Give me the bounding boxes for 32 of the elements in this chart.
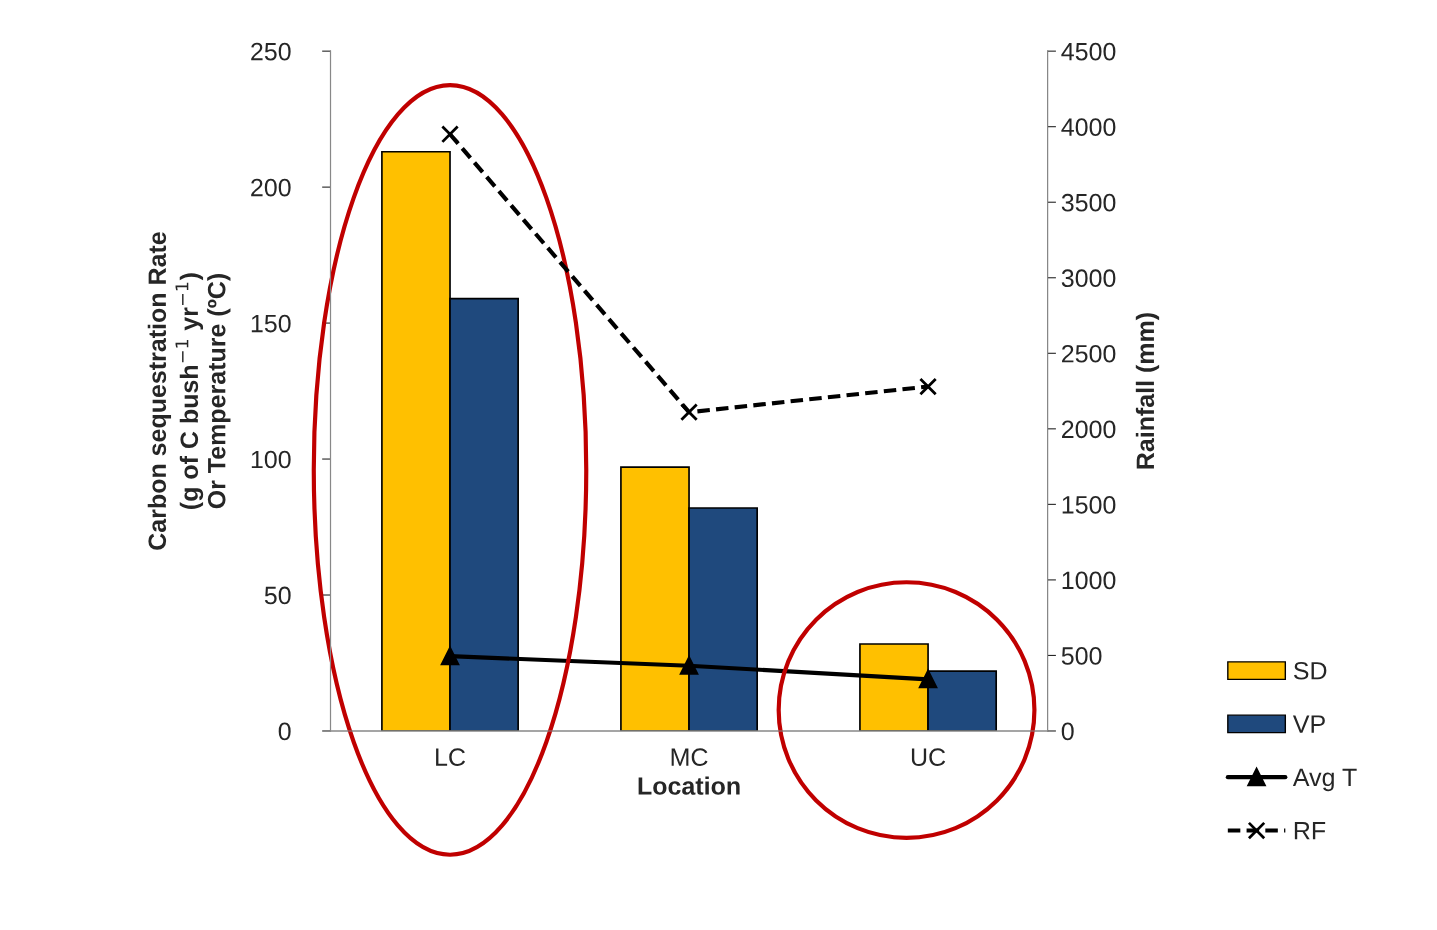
y2-axis-title: Rainfall (mm) — [1135, 313, 1160, 469]
x-tick-label: MC — [671, 748, 708, 767]
point — [680, 656, 699, 675]
y-tick-label: 50 — [264, 586, 291, 605]
point — [919, 377, 938, 396]
point — [440, 647, 460, 666]
y-axis-title: Carbon sequestration Rate (g of C bush$^{−1}$ yr$^{−1}$) Or Temperature (ºC) — [147, 232, 231, 550]
y-tick-label: 250 — [251, 42, 291, 61]
x-tick-label: LC — [436, 748, 466, 767]
point — [680, 403, 699, 422]
y2-tick-label: 2000 — [1062, 420, 1116, 439]
y2-tick-label: 1500 — [1062, 495, 1116, 514]
point — [919, 670, 938, 689]
point — [440, 125, 460, 144]
y2-tick-label: 1000 — [1062, 571, 1116, 590]
y2-tick-label: 3500 — [1061, 193, 1116, 212]
y2-tick-label: 4000 — [1061, 118, 1116, 136]
y-tick-label: 200 — [251, 178, 291, 197]
y-tick-label: 100 — [251, 450, 291, 469]
y-tick-label: 0 — [278, 722, 291, 741]
x-tick-label: UC — [911, 748, 946, 767]
legend-label: SD — [1293, 661, 1327, 680]
y2-tick-label: 4500 — [1061, 42, 1116, 61]
legend-label: RF — [1294, 822, 1326, 840]
y2-tick-label: 0 — [1061, 722, 1074, 741]
y-tick-label: 150 — [251, 314, 291, 333]
y2-tick-label: 3000 — [1061, 269, 1116, 288]
x-axis-title: Location — [638, 776, 740, 795]
y2-tick-label: 2500 — [1062, 344, 1116, 363]
legend-label: Avg T — [1292, 768, 1357, 792]
y2-tick-label: 500 — [1061, 647, 1102, 665]
legend-label: VP — [1292, 715, 1325, 733]
